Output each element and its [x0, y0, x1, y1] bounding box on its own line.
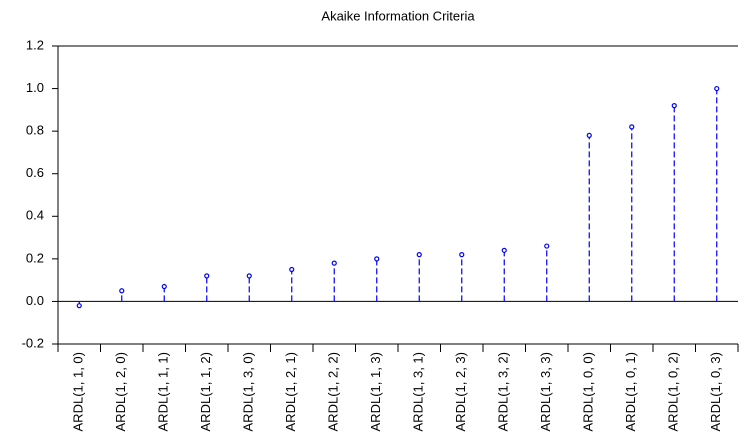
x-tick-label: ARDL(1, 0, 1)	[623, 352, 638, 431]
y-tick-label: -0.2	[22, 335, 44, 350]
chart-title: Akaike Information Criteria	[321, 8, 475, 23]
x-tick-label: ARDL(1, 1, 2)	[198, 352, 213, 431]
x-tick-label: ARDL(1, 1, 3)	[368, 352, 383, 431]
y-tick-label: 0.6	[26, 165, 44, 180]
y-tick-label: 0.4	[26, 208, 44, 223]
stem-marker	[629, 124, 635, 130]
x-tick-label: ARDL(1, 3, 1)	[411, 352, 426, 431]
x-tick-label: ARDL(1, 0, 0)	[581, 352, 596, 431]
plot-frame	[57, 45, 738, 345]
stem-marker	[119, 288, 125, 294]
stem-marker	[374, 256, 380, 262]
x-tick-label: ARDL(1, 2, 1)	[283, 352, 298, 431]
x-tick-label: ARDL(1, 3, 2)	[496, 352, 511, 431]
stem-marker	[586, 132, 592, 138]
y-tick-label: 0.2	[26, 250, 44, 265]
x-tick-label: ARDL(1, 0, 2)	[666, 352, 681, 431]
x-tick-label: ARDL(1, 2, 3)	[453, 352, 468, 431]
stem-marker	[501, 247, 507, 253]
stem-marker	[416, 252, 422, 258]
y-tick-label: 0.8	[26, 123, 44, 138]
stem-marker	[714, 85, 720, 92]
stem-marker	[544, 243, 550, 249]
stem-marker	[76, 303, 82, 309]
x-tick-label: ARDL(1, 1, 0)	[71, 352, 86, 431]
stem-marker	[671, 102, 677, 109]
x-tick-label: ARDL(1, 1, 1)	[156, 352, 171, 431]
x-tick-label: ARDL(1, 3, 3)	[538, 352, 553, 431]
stem-marker	[204, 273, 210, 279]
stem-marker	[246, 273, 252, 279]
stem-marker	[331, 260, 337, 266]
x-tick-label: ARDL(1, 2, 2)	[326, 352, 341, 431]
x-tick-label: ARDL(1, 3, 0)	[241, 352, 256, 431]
stem-marker	[459, 252, 465, 258]
x-tick-label: ARDL(1, 0, 3)	[708, 352, 723, 431]
y-tick-label: 0.0	[26, 293, 44, 308]
stem-marker	[289, 266, 295, 273]
y-tick-label: 1.0	[26, 80, 44, 95]
y-tick-label: 1.2	[26, 37, 44, 52]
x-tick-label: ARDL(1, 2, 0)	[113, 352, 128, 431]
stem-marker	[161, 283, 167, 290]
